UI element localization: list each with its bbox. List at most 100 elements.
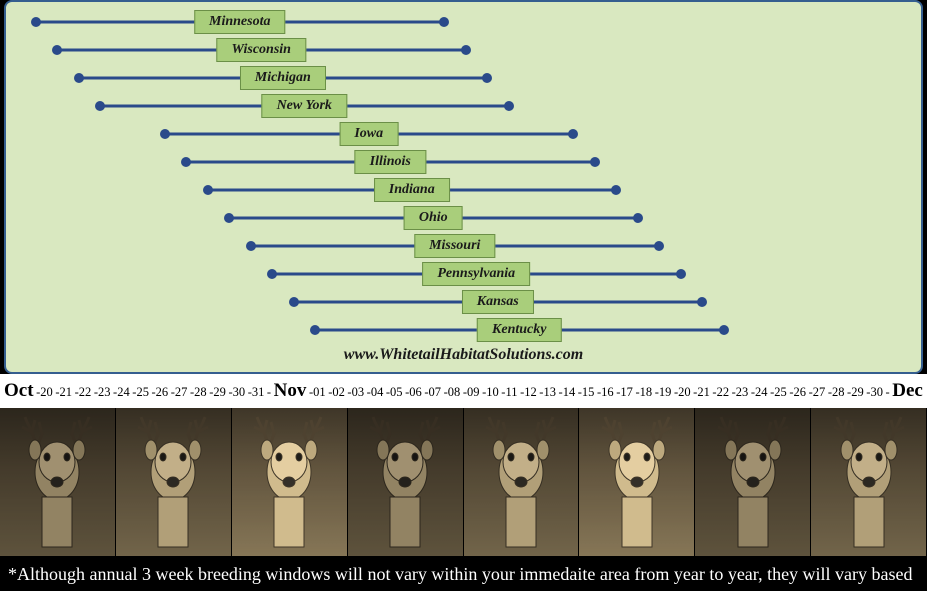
range-end-cap	[719, 325, 729, 335]
state-row: Illinois	[6, 148, 921, 176]
axis-day: -07	[424, 385, 441, 400]
deer-photo	[811, 408, 927, 556]
axis-day: -29	[209, 385, 226, 400]
range-start-cap	[203, 185, 213, 195]
deer-photo-strip	[0, 408, 927, 556]
axis-day: -05	[386, 385, 403, 400]
state-row: Kansas	[6, 288, 921, 316]
state-row: Wisconsin	[6, 36, 921, 64]
axis-day: -30	[228, 385, 245, 400]
axis-day: -29	[847, 385, 864, 400]
axis-day: -16	[597, 385, 614, 400]
axis-day: -28	[828, 385, 845, 400]
axis-day: -04	[367, 385, 384, 400]
axis-day: -08	[444, 385, 461, 400]
state-label: Minnesota	[194, 10, 285, 34]
range-end-cap	[439, 17, 449, 27]
range-end-cap	[697, 297, 707, 307]
axis-day: -18	[635, 385, 652, 400]
axis-day: -10	[482, 385, 499, 400]
axis-day: -12	[520, 385, 537, 400]
date-axis: Oct-20-21-22-23-24-25-26-27-28-29-30-31-…	[0, 374, 927, 408]
axis-day: -27	[809, 385, 826, 400]
axis-day: -23	[732, 385, 749, 400]
state-row: Michigan	[6, 64, 921, 92]
axis-day: -23	[94, 385, 111, 400]
range-start-cap	[289, 297, 299, 307]
range-end-cap	[676, 269, 686, 279]
website-url: www.WhitetailHabitatSolutions.com	[6, 346, 921, 364]
axis-day: -30	[866, 385, 883, 400]
range-start-cap	[181, 157, 191, 167]
axis-day: -20	[674, 385, 691, 400]
range-end-cap	[482, 73, 492, 83]
range-end-cap	[611, 185, 621, 195]
state-label: New York	[262, 94, 347, 118]
range-start-cap	[31, 17, 41, 27]
state-label: Illinois	[355, 150, 426, 174]
axis-day: -21	[693, 385, 710, 400]
state-row: Iowa	[6, 120, 921, 148]
axis-month: Nov	[274, 380, 307, 402]
state-label: Missouri	[414, 234, 495, 258]
range-start-cap	[74, 73, 84, 83]
state-label: Pennsylvania	[422, 262, 530, 286]
axis-month: Dec	[892, 380, 923, 402]
axis-day: -31	[248, 385, 265, 400]
axis-day: -20	[36, 385, 53, 400]
state-label: Iowa	[339, 122, 398, 146]
axis-day: -14	[559, 385, 576, 400]
range-start-cap	[224, 213, 234, 223]
axis-day: -19	[655, 385, 672, 400]
axis-day: -27	[171, 385, 188, 400]
state-label: Michigan	[240, 66, 326, 90]
axis-day: -24	[113, 385, 130, 400]
range-start-cap	[310, 325, 320, 335]
state-label: Ohio	[404, 206, 463, 230]
range-start-cap	[52, 45, 62, 55]
state-label: Wisconsin	[217, 38, 306, 62]
range-end-cap	[590, 157, 600, 167]
axis-day: -28	[190, 385, 207, 400]
axis-day: -17	[616, 385, 633, 400]
state-row: New York	[6, 92, 921, 120]
axis-day: -15	[578, 385, 595, 400]
rut-timeline-chart: Minnesota Wisconsin Michigan New York Iowa Il…	[4, 0, 923, 374]
range-end-cap	[654, 241, 664, 251]
footnote-text: *Although annual 3 week breeding windows…	[0, 556, 927, 591]
axis-day: -24	[751, 385, 768, 400]
range-start-cap	[267, 269, 277, 279]
state-label: Kentucky	[477, 318, 561, 342]
deer-photo	[348, 408, 464, 556]
axis-day: -02	[328, 385, 345, 400]
state-row: Missouri	[6, 232, 921, 260]
state-label: Indiana	[374, 178, 450, 202]
axis-day: -01	[309, 385, 326, 400]
axis-day: -09	[463, 385, 480, 400]
axis-day: -21	[55, 385, 72, 400]
state-row: Indiana	[6, 176, 921, 204]
deer-photo	[116, 408, 232, 556]
state-row: Minnesota	[6, 8, 921, 36]
deer-photo	[0, 408, 116, 556]
axis-day: -25	[770, 385, 787, 400]
range-end-cap	[461, 45, 471, 55]
axis-month: Oct	[4, 380, 34, 402]
state-label: Kansas	[462, 290, 534, 314]
axis-day: -25	[132, 385, 149, 400]
range-end-cap	[568, 129, 578, 139]
axis-day: -06	[405, 385, 422, 400]
state-row: Ohio	[6, 204, 921, 232]
axis-day: -26	[789, 385, 806, 400]
axis-day: -26	[152, 385, 169, 400]
deer-photo	[464, 408, 580, 556]
deer-photo	[695, 408, 811, 556]
state-row: Pennsylvania	[6, 260, 921, 288]
deer-photo	[232, 408, 348, 556]
range-start-cap	[95, 101, 105, 111]
axis-day: -03	[347, 385, 364, 400]
deer-photo	[579, 408, 695, 556]
axis-day: -22	[712, 385, 729, 400]
axis-day: -11	[501, 385, 517, 400]
axis-day: -13	[539, 385, 556, 400]
